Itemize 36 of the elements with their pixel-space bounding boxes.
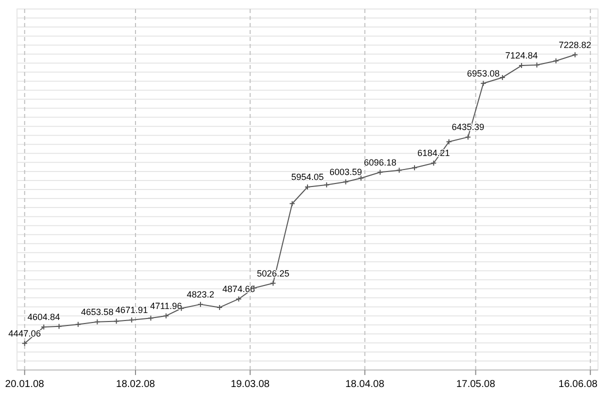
x-tick-label: 20.01.08 xyxy=(5,379,45,390)
data-label: 4604.84 xyxy=(27,312,60,322)
point xyxy=(430,160,437,166)
data-label: 6003.59 xyxy=(329,166,362,177)
data-label: 5954.05 xyxy=(291,172,324,182)
point xyxy=(113,318,120,324)
data-label: 7124.84 xyxy=(505,50,538,61)
data-label: 4653.58 xyxy=(80,306,114,317)
point xyxy=(75,321,82,328)
point xyxy=(396,167,402,174)
data-label: 6953.08 xyxy=(467,68,500,78)
point xyxy=(324,182,330,188)
data-label: 4671.91 xyxy=(115,305,148,316)
point xyxy=(552,58,559,64)
point xyxy=(465,134,472,140)
point xyxy=(148,315,154,322)
point xyxy=(480,80,486,86)
x-tick-label: 18.02.08 xyxy=(116,379,156,390)
x-tick-label: 17.05.08 xyxy=(456,379,496,390)
point xyxy=(270,280,276,286)
point xyxy=(412,164,418,171)
point xyxy=(163,312,170,319)
point xyxy=(342,178,349,185)
data-label: 6096.18 xyxy=(364,157,396,168)
point xyxy=(197,301,204,308)
point xyxy=(289,200,296,207)
point xyxy=(56,323,62,330)
point xyxy=(377,169,384,176)
x-tick-label: 18.04.08 xyxy=(345,379,385,390)
point xyxy=(446,138,452,145)
data-label: 7228.82 xyxy=(558,40,592,50)
data-label: 4711.96 xyxy=(150,300,182,311)
point xyxy=(94,318,100,325)
x-tick-label: 19.03.08 xyxy=(230,379,270,390)
x-tick-label: 16.06.08 xyxy=(558,379,598,390)
data-label: 4823.2 xyxy=(186,289,214,300)
